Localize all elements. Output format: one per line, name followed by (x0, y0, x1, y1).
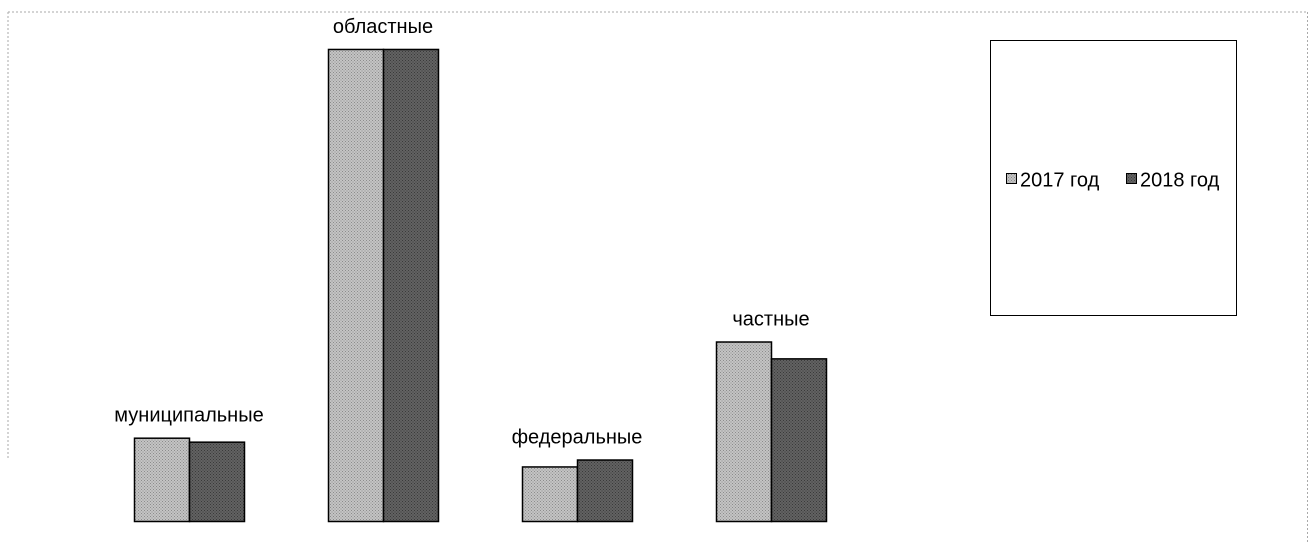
category-label-1: областные (333, 16, 433, 38)
category-label-0: муниципальные (114, 405, 263, 427)
category-labels: муниципальные областные федеральные частные (114, 16, 809, 449)
category-label-2: федеральные (512, 427, 643, 449)
bar-2017-год-3 (715, 341, 773, 523)
legend-label-2017: 2017 год (1020, 170, 1100, 192)
legend-box (990, 40, 1237, 316)
legend: 2017 год 2018 год (990, 40, 1237, 316)
bar-2018-год-2 (576, 459, 634, 523)
bars-layer (133, 48, 828, 523)
bar-2018-год-3 (770, 358, 828, 523)
bar-2017-год-2 (521, 466, 579, 523)
legend-swatch-2017 (1006, 173, 1017, 184)
legend-label-2018: 2018 год (1140, 170, 1220, 192)
bar-2017-год-0 (133, 437, 191, 523)
legend-swatch-2018 (1126, 173, 1137, 184)
bar-2018-год-1 (382, 48, 440, 523)
bar-2017-год-1 (327, 48, 385, 523)
category-label-3: частные (732, 309, 809, 331)
bar-2018-год-0 (188, 441, 246, 523)
